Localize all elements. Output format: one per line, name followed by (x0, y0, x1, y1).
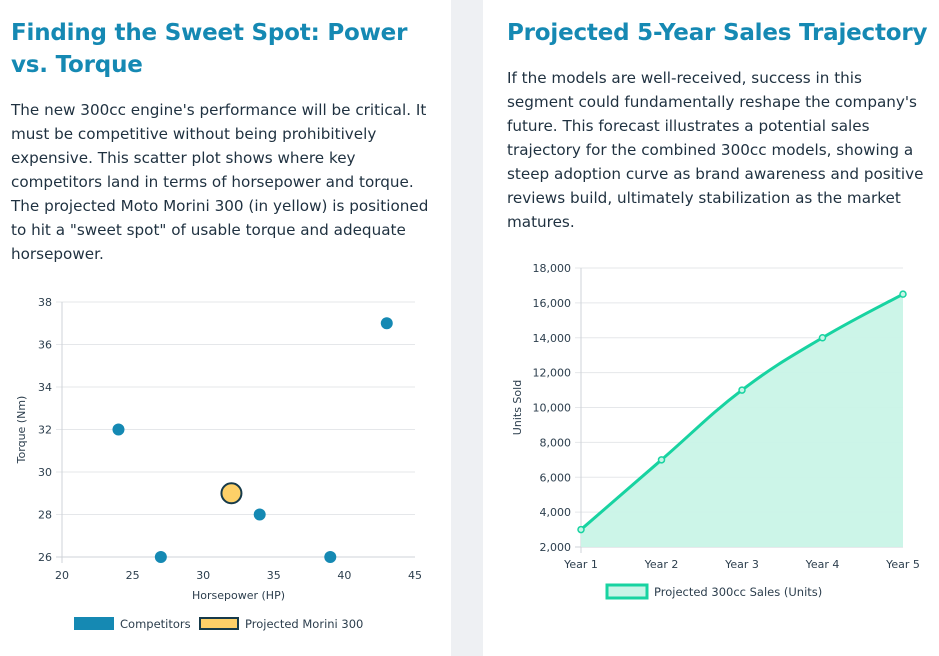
legend-swatch-sales (605, 583, 649, 600)
y-tick-label: 28 (38, 509, 52, 522)
y-tick-label: 10,000 (533, 402, 572, 415)
y-tick-label: 4,000 (540, 506, 572, 519)
y-tick-label: 36 (38, 339, 52, 352)
sales-data-point (899, 290, 907, 298)
y-tick-label: 16,000 (533, 297, 572, 310)
power-torque-card: Finding the Sweet Spot: Power vs. Torque… (0, 0, 451, 656)
y-axis-title: Units Sold (511, 380, 524, 435)
legend-swatch-morini (199, 617, 239, 630)
x-axis-title: Horsepower (HP) (192, 589, 285, 602)
y-tick-label: 6,000 (540, 471, 572, 484)
legend-label-competitors: Competitors (120, 617, 191, 631)
sales-data-point (657, 456, 666, 464)
y-tick-label: 2,000 (540, 541, 572, 554)
competitor-point (112, 423, 125, 436)
sales-data-point (818, 334, 827, 342)
y-tick-label: 14,000 (533, 332, 572, 345)
y-tick-label: 8,000 (540, 436, 572, 449)
sales-data-point (577, 525, 585, 534)
morini-300-point (220, 482, 243, 505)
y-tick-label: 30 (38, 466, 52, 479)
power-torque-scatter-chart: 26 28 30 32 34 36 38 20 25 30 35 40 45 Horsepower (HP… (15, 296, 422, 631)
x-tick-label: 35 (267, 569, 281, 582)
sales-area-fill (581, 294, 903, 547)
legend-swatch-competitors (74, 617, 114, 630)
sales-trajectory-title: Projected 5-Year Sales Trajectory (507, 20, 928, 46)
x-tick-label: 25 (126, 569, 140, 582)
power-torque-description: The new 300cc engine's performance will … (11, 101, 429, 263)
y-axis-title: Torque (Nm) (15, 396, 28, 465)
competitor-point (380, 317, 393, 330)
x-tick-label: Year 1 (563, 558, 598, 571)
x-tick-label: Year 5 (885, 558, 920, 571)
legend-label-sales: Projected 300cc Sales (Units) (654, 585, 822, 599)
x-tick-label: 40 (337, 569, 351, 582)
y-tick-label: 18,000 (533, 262, 572, 275)
sales-data-point (738, 386, 746, 394)
x-tick-label: 20 (55, 569, 69, 582)
competitor-point (324, 551, 337, 563)
y-tick-label: 38 (38, 296, 52, 309)
power-torque-title: Finding the Sweet Spot: Power vs. Torque (11, 20, 408, 78)
y-tick-label: 12,000 (533, 367, 572, 380)
x-tick-label: 45 (408, 569, 422, 582)
y-tick-label: 34 (38, 381, 52, 394)
competitor-point (253, 508, 266, 521)
competitor-point (154, 551, 167, 563)
x-tick-label: Year 3 (724, 558, 759, 571)
sales-trajectory-description: If the models are well-received, success… (507, 69, 924, 231)
x-tick-label: 30 (196, 569, 210, 582)
y-tick-label: 32 (38, 424, 52, 437)
x-tick-label: Year 4 (805, 558, 840, 571)
x-tick-label: Year 2 (644, 558, 679, 571)
y-tick-label: 26 (38, 551, 52, 564)
legend-label-morini: Projected Morini 300 (245, 617, 363, 631)
